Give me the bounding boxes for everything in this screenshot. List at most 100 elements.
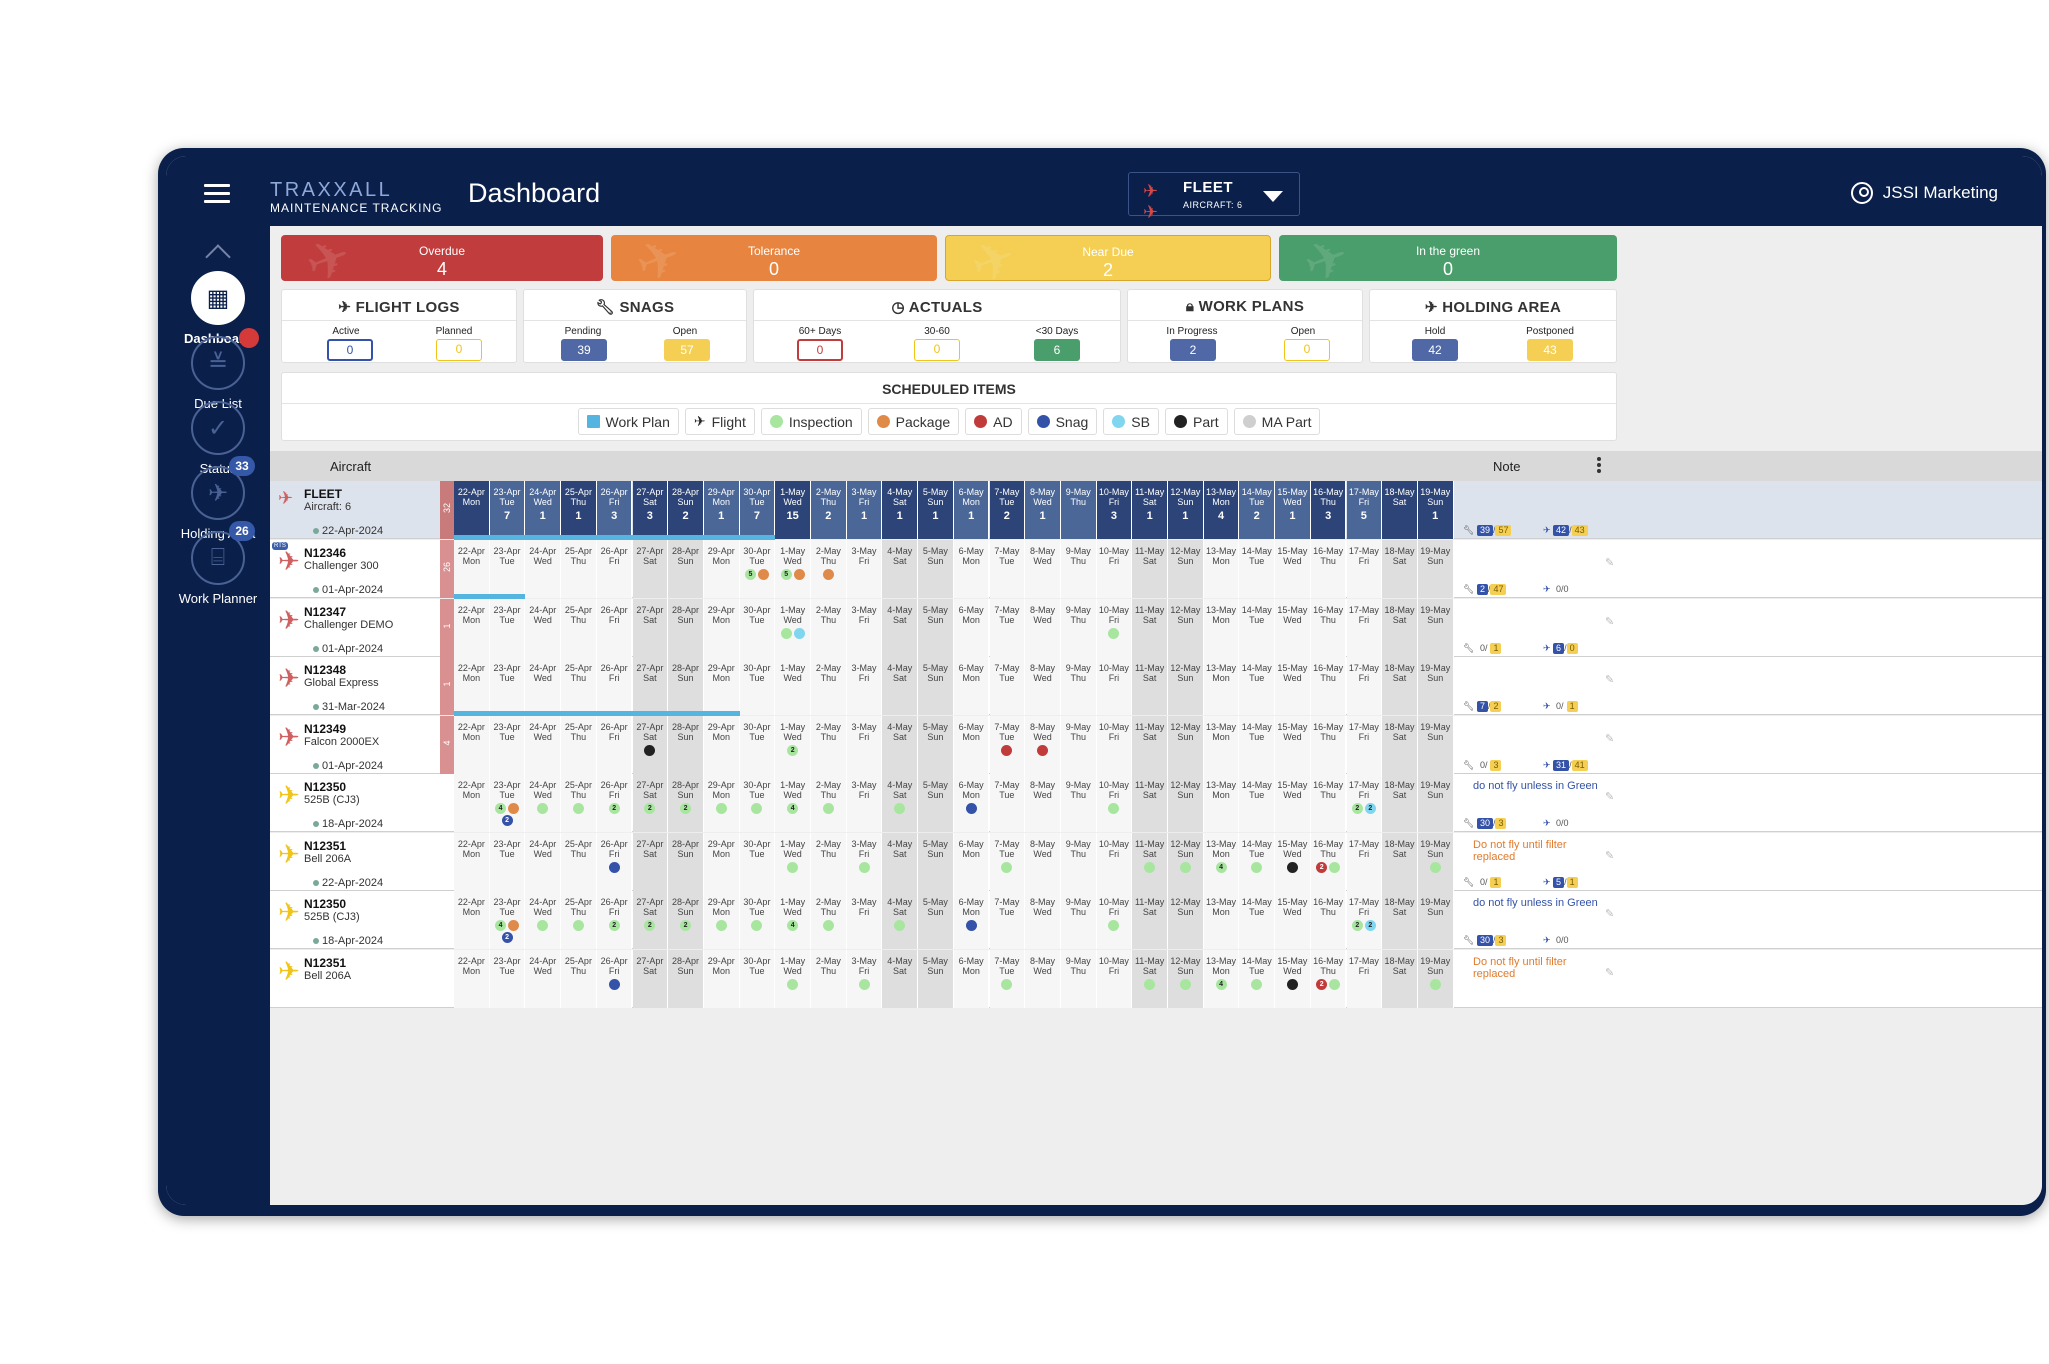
day-cell[interactable]: 28-Apr Sun 2 bbox=[668, 774, 704, 832]
day-cell[interactable]: 2-May Thu bbox=[811, 891, 847, 949]
day-cell[interactable]: 27-Apr Sat bbox=[632, 949, 669, 1008]
aircraft-registration[interactable]: N12346 bbox=[304, 546, 347, 560]
item-dot[interactable]: 5 bbox=[744, 569, 756, 581]
aircraft-row[interactable]: ✈ N12349 Falcon 2000EX 01-Apr-2024 4 22-Apr Mo… bbox=[270, 715, 2042, 774]
day-cell[interactable]: 2-May Thu 2 bbox=[811, 481, 847, 539]
day-cell[interactable]: 8-May Wed bbox=[1025, 832, 1061, 891]
hold-summary[interactable]: ✈ 0/0 bbox=[1543, 818, 1572, 829]
item-dot[interactable] bbox=[715, 920, 727, 932]
day-cell[interactable]: 16-May Thu bbox=[1310, 715, 1347, 774]
day-cell[interactable]: 4-May Sat bbox=[882, 598, 919, 657]
legend-item-flight[interactable]: ✈ Flight bbox=[684, 408, 755, 435]
day-cell[interactable]: 4-May Sat bbox=[882, 832, 919, 891]
kpi-near-due[interactable]: ✈ Near Due 2 bbox=[945, 235, 1271, 281]
day-cell[interactable]: 8-May Wed bbox=[1025, 949, 1061, 1008]
day-cell[interactable]: 19-May Sun bbox=[1417, 891, 1454, 949]
aircraft-registration[interactable]: N12350 bbox=[304, 780, 347, 794]
item-dot[interactable] bbox=[1179, 978, 1191, 990]
day-cell[interactable]: 17-May Fri 2 2 bbox=[1346, 774, 1383, 832]
day-cell[interactable]: 13-May Mon bbox=[1203, 598, 1240, 657]
legend-item-snag[interactable]: Snag bbox=[1027, 408, 1098, 435]
day-cell[interactable]: 2-May Thu bbox=[811, 949, 847, 1008]
day-cell[interactable]: 10-May Fri bbox=[1096, 657, 1133, 715]
day-cell[interactable]: 24-Apr Wed bbox=[525, 774, 562, 832]
hold-summary[interactable]: ✈ 5/1 bbox=[1543, 876, 1578, 888]
day-cell[interactable]: 23-Apr Tue bbox=[489, 657, 526, 715]
day-cell[interactable]: 19-May Sun 1 bbox=[1417, 481, 1454, 539]
item-dot[interactable] bbox=[1286, 978, 1298, 990]
day-cell[interactable]: 1-May Wed 5 bbox=[775, 540, 811, 598]
item-dot[interactable] bbox=[1144, 861, 1156, 873]
day-cell[interactable]: 10-May Fri bbox=[1096, 715, 1133, 774]
item-dot[interactable] bbox=[1286, 861, 1298, 873]
day-cell[interactable]: 24-Apr Wed bbox=[525, 832, 562, 891]
item-dot[interactable] bbox=[537, 920, 549, 932]
day-cell[interactable]: 17-May Fri bbox=[1346, 715, 1383, 774]
item-dot[interactable] bbox=[1001, 978, 1013, 990]
kpi-tolerance[interactable]: ✈ Tolerance 0 bbox=[611, 235, 937, 281]
item-dot[interactable] bbox=[508, 920, 520, 932]
item-dot[interactable]: 4 bbox=[1215, 861, 1227, 873]
day-cell[interactable]: 25-Apr Thu 1 bbox=[561, 481, 597, 539]
day-cell[interactable]: 22-Apr Mon bbox=[454, 657, 490, 715]
day-cell[interactable]: 17-May Fri bbox=[1346, 657, 1383, 715]
day-cell[interactable]: 6-May Mon bbox=[953, 715, 990, 774]
day-cell[interactable]: 11-May Sat bbox=[1132, 832, 1168, 891]
item-dot[interactable] bbox=[1037, 744, 1049, 756]
edit-icon[interactable]: ✎ bbox=[1605, 791, 1615, 803]
day-cell[interactable]: 8-May Wed bbox=[1025, 774, 1061, 832]
day-cell[interactable]: 3-May Fri bbox=[846, 598, 883, 657]
day-cell[interactable]: 6-May Mon 1 bbox=[953, 481, 990, 539]
day-cell[interactable]: 24-Apr Wed bbox=[525, 949, 562, 1008]
aircraft-row[interactable]: ✈ N12351 Bell 206A 22-Apr-2024 22-Apr Mon 23-A… bbox=[270, 832, 2042, 891]
day-cell[interactable]: 12-May Sun 1 bbox=[1168, 481, 1204, 539]
day-cell[interactable]: 5-May Sun bbox=[918, 598, 954, 657]
item-dot[interactable]: 2 bbox=[501, 815, 513, 827]
day-cell[interactable]: 24-Apr Wed bbox=[525, 891, 562, 949]
day-cell[interactable]: 29-Apr Mon bbox=[703, 540, 740, 598]
legend-item-inspection[interactable]: Inspection bbox=[760, 408, 862, 435]
day-cell[interactable]: 8-May Wed bbox=[1025, 715, 1061, 774]
day-cell[interactable]: 1-May Wed 15 bbox=[775, 481, 811, 539]
day-cell[interactable]: 2-May Thu bbox=[811, 540, 847, 598]
day-cell[interactable]: 11-May Sat bbox=[1132, 774, 1168, 832]
day-cell[interactable]: 3-May Fri bbox=[846, 949, 883, 1008]
day-cell[interactable]: 27-Apr Sat bbox=[632, 715, 669, 774]
stat-30-60-box[interactable]: 0 bbox=[914, 339, 960, 361]
day-cell[interactable]: 7-May Tue bbox=[989, 540, 1026, 598]
item-dot[interactable] bbox=[822, 920, 834, 932]
day-cell[interactable]: 5-May Sun bbox=[918, 715, 954, 774]
day-cell[interactable]: 14-May Tue bbox=[1239, 540, 1276, 598]
day-cell[interactable]: 6-May Mon bbox=[953, 598, 990, 657]
day-cell[interactable]: 12-May Sun bbox=[1168, 598, 1204, 657]
day-cell[interactable]: 26-Apr Fri 2 bbox=[596, 774, 633, 832]
day-cell[interactable]: 9-May Thu bbox=[1060, 540, 1097, 598]
day-cell[interactable]: 10-May Fri bbox=[1096, 540, 1133, 598]
day-cell[interactable]: 11-May Sat bbox=[1132, 891, 1168, 949]
day-cell[interactable]: 2-May Thu bbox=[811, 715, 847, 774]
day-cell[interactable]: 30-Apr Tue bbox=[739, 891, 776, 949]
day-cell[interactable]: 13-May Mon bbox=[1203, 657, 1240, 715]
edit-icon[interactable]: ✎ bbox=[1605, 732, 1615, 745]
day-cell[interactable]: 28-Apr Sun 2 bbox=[668, 481, 704, 539]
item-dot[interactable] bbox=[787, 978, 799, 990]
item-dot[interactable]: 5 bbox=[780, 569, 792, 581]
day-cell[interactable]: 26-Apr Fri bbox=[596, 540, 633, 598]
aircraft-row[interactable]: ✈ N12348 Global Express 31-Mar-2024 1 22-Apr M… bbox=[270, 657, 2042, 716]
day-cell[interactable]: 16-May Thu bbox=[1310, 598, 1347, 657]
sidebar-item-due-list[interactable]: ≚ Due List bbox=[166, 328, 270, 411]
aircraft-registration[interactable]: N12350 bbox=[304, 897, 347, 911]
day-cell[interactable]: 10-May Fri bbox=[1096, 891, 1133, 949]
day-cell[interactable]: 26-Apr Fri bbox=[596, 949, 633, 1008]
day-cell[interactable]: 13-May Mon bbox=[1203, 891, 1240, 949]
day-cell[interactable]: 15-May Wed bbox=[1275, 774, 1311, 832]
day-cell[interactable]: 22-Apr Mon bbox=[454, 598, 490, 657]
day-cell[interactable]: 29-Apr Mon bbox=[703, 598, 740, 657]
item-dot[interactable]: 2 bbox=[680, 803, 692, 815]
day-cell[interactable]: 3-May Fri bbox=[846, 832, 883, 891]
edit-icon[interactable]: ✎ bbox=[1605, 557, 1615, 569]
day-cell[interactable]: 11-May Sat bbox=[1132, 540, 1168, 598]
item-dot[interactable]: 2 bbox=[680, 920, 692, 932]
day-cell[interactable]: 8-May Wed bbox=[1025, 657, 1061, 715]
aircraft-row[interactable]: ✈ N12346 Challenger 300 01-Apr-2024 RTS 26 22-… bbox=[270, 540, 2042, 599]
